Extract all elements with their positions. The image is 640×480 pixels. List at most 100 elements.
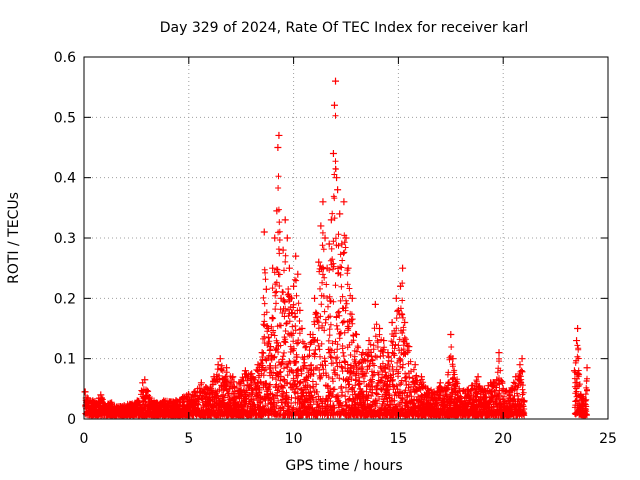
data-point (344, 264, 352, 272)
data-point (468, 382, 476, 390)
data-point (241, 367, 249, 375)
data-point (267, 343, 275, 351)
data-point (436, 379, 444, 387)
data-point (583, 364, 591, 372)
data-point (235, 379, 243, 387)
data-point (179, 394, 187, 402)
data-point (380, 337, 388, 345)
data-point (325, 240, 333, 248)
data-point (147, 397, 155, 405)
data-point (449, 355, 457, 363)
y-tick-label: 0.5 (54, 110, 76, 126)
data-point (141, 376, 149, 384)
data-point (443, 385, 451, 393)
data-point (126, 402, 134, 410)
y-tick-label: 0.1 (54, 352, 76, 368)
data-point (411, 361, 419, 369)
grid-lines (84, 57, 608, 419)
data-point (260, 228, 268, 236)
x-axis-label: GPS time / hours (285, 458, 402, 474)
data-point (574, 325, 582, 332)
data-point (405, 343, 413, 351)
data-density (82, 112, 590, 419)
data-point (315, 258, 323, 266)
data-point (294, 270, 302, 278)
data-point (311, 294, 319, 302)
y-axis-label: ROTI / TECUs (6, 192, 22, 284)
y-tick-label: 0.2 (54, 291, 76, 307)
data-point (520, 397, 528, 405)
data-point (401, 318, 409, 326)
data-point (292, 252, 300, 260)
data-point (185, 391, 193, 399)
chart-title: Day 329 of 2024, Rate Of TEC Index for r… (160, 20, 528, 36)
data-point (352, 331, 360, 339)
x-tick-label: 10 (285, 431, 303, 447)
data-point (493, 376, 501, 384)
data-point (384, 349, 392, 357)
data-point (399, 264, 407, 272)
data-point (277, 294, 285, 302)
data-point (285, 264, 293, 272)
data-point (216, 355, 224, 363)
data-point (461, 388, 469, 396)
data-point (204, 385, 212, 393)
data-point (338, 240, 346, 248)
data-point (271, 234, 279, 242)
data-point (317, 222, 325, 230)
data-point (172, 397, 180, 405)
x-tick-label: 25 (599, 431, 617, 447)
data-point (321, 234, 329, 242)
data-point (512, 373, 520, 381)
data-point (505, 388, 513, 396)
data-point (474, 373, 482, 381)
data-point (229, 373, 237, 381)
data-point (258, 349, 266, 357)
data-point (269, 264, 277, 272)
data-point (296, 306, 304, 314)
data-point (86, 397, 94, 405)
data-point (455, 385, 463, 393)
x-tick-label: 5 (184, 431, 193, 447)
data-point (254, 361, 262, 369)
data-point (424, 385, 432, 393)
y-tick-label: 0.3 (54, 231, 76, 247)
data-point (581, 397, 589, 405)
data-point (107, 400, 115, 408)
x-tick-label: 15 (389, 431, 407, 447)
data-point (81, 388, 89, 396)
data-point (273, 207, 281, 215)
data-point (114, 404, 122, 412)
data-point (274, 144, 282, 151)
data-point (166, 398, 174, 406)
data-point (396, 282, 404, 290)
data-point (97, 391, 105, 399)
data-point (298, 325, 306, 332)
data-point (275, 131, 283, 139)
data-point (197, 379, 205, 387)
data-point (210, 373, 218, 381)
x-tick-label: 0 (80, 431, 89, 447)
data-point (283, 234, 291, 242)
x-tick-label: 20 (494, 431, 512, 447)
data-point (223, 364, 231, 372)
data-point (376, 325, 384, 332)
data-point (132, 400, 140, 408)
data-point (342, 234, 350, 242)
data-point (288, 294, 296, 302)
dense-point-cluster (82, 112, 590, 419)
axis-ticks: 0 5 10 15 20 25 0 0.1 0.2 0.3 0.4 0.5 0.6 (54, 50, 617, 447)
data-point (365, 337, 373, 345)
data-point (348, 294, 356, 302)
data-point (333, 174, 341, 182)
data-point (153, 400, 161, 408)
y-tick-label: 0.6 (54, 50, 76, 66)
data-point (499, 385, 507, 393)
data-point (306, 331, 314, 339)
data-point (371, 300, 379, 308)
data-point (392, 294, 400, 302)
data-point (160, 397, 168, 405)
data-points (81, 77, 591, 412)
data-point (487, 379, 495, 387)
